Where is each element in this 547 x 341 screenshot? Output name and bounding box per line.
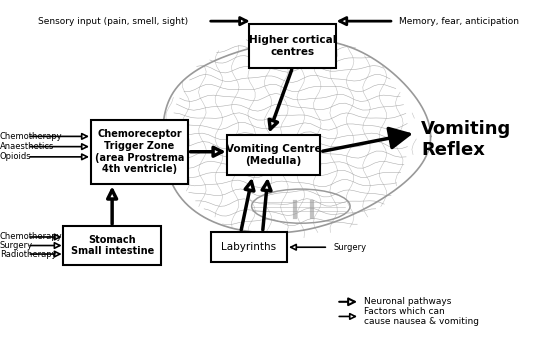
Text: Vomiting
Reflex: Vomiting Reflex — [421, 120, 511, 159]
Text: Chemoreceptor
Trigger Zone
(area Prostrema
4th ventricle): Chemoreceptor Trigger Zone (area Prostre… — [95, 129, 184, 174]
Text: Surgery: Surgery — [334, 243, 367, 252]
Text: Radiotherapy: Radiotherapy — [0, 250, 57, 258]
FancyBboxPatch shape — [249, 24, 336, 68]
FancyBboxPatch shape — [228, 135, 319, 175]
Text: Chemotherapy: Chemotherapy — [0, 233, 62, 241]
Text: Vomiting Centre
(Medulla): Vomiting Centre (Medulla) — [226, 144, 321, 166]
FancyBboxPatch shape — [63, 226, 161, 265]
Text: Anaesthetics: Anaesthetics — [0, 142, 54, 151]
Text: Sensory input (pain, smell, sight): Sensory input (pain, smell, sight) — [38, 17, 188, 26]
Text: Memory, fear, anticipation: Memory, fear, anticipation — [399, 17, 519, 26]
Text: Chemotherapy: Chemotherapy — [0, 132, 62, 141]
Text: Labyrinths: Labyrinths — [222, 242, 276, 252]
Text: Stomach
Small intestine: Stomach Small intestine — [71, 235, 154, 256]
Text: Factors which can
cause nausea & vomiting: Factors which can cause nausea & vomitin… — [364, 307, 479, 326]
FancyBboxPatch shape — [91, 120, 188, 184]
FancyBboxPatch shape — [211, 232, 287, 263]
Text: Neuronal pathways: Neuronal pathways — [364, 297, 451, 306]
Text: Surgery: Surgery — [0, 241, 33, 250]
Text: Higher cortical
centres: Higher cortical centres — [249, 35, 336, 57]
Text: Opioids: Opioids — [0, 152, 32, 161]
